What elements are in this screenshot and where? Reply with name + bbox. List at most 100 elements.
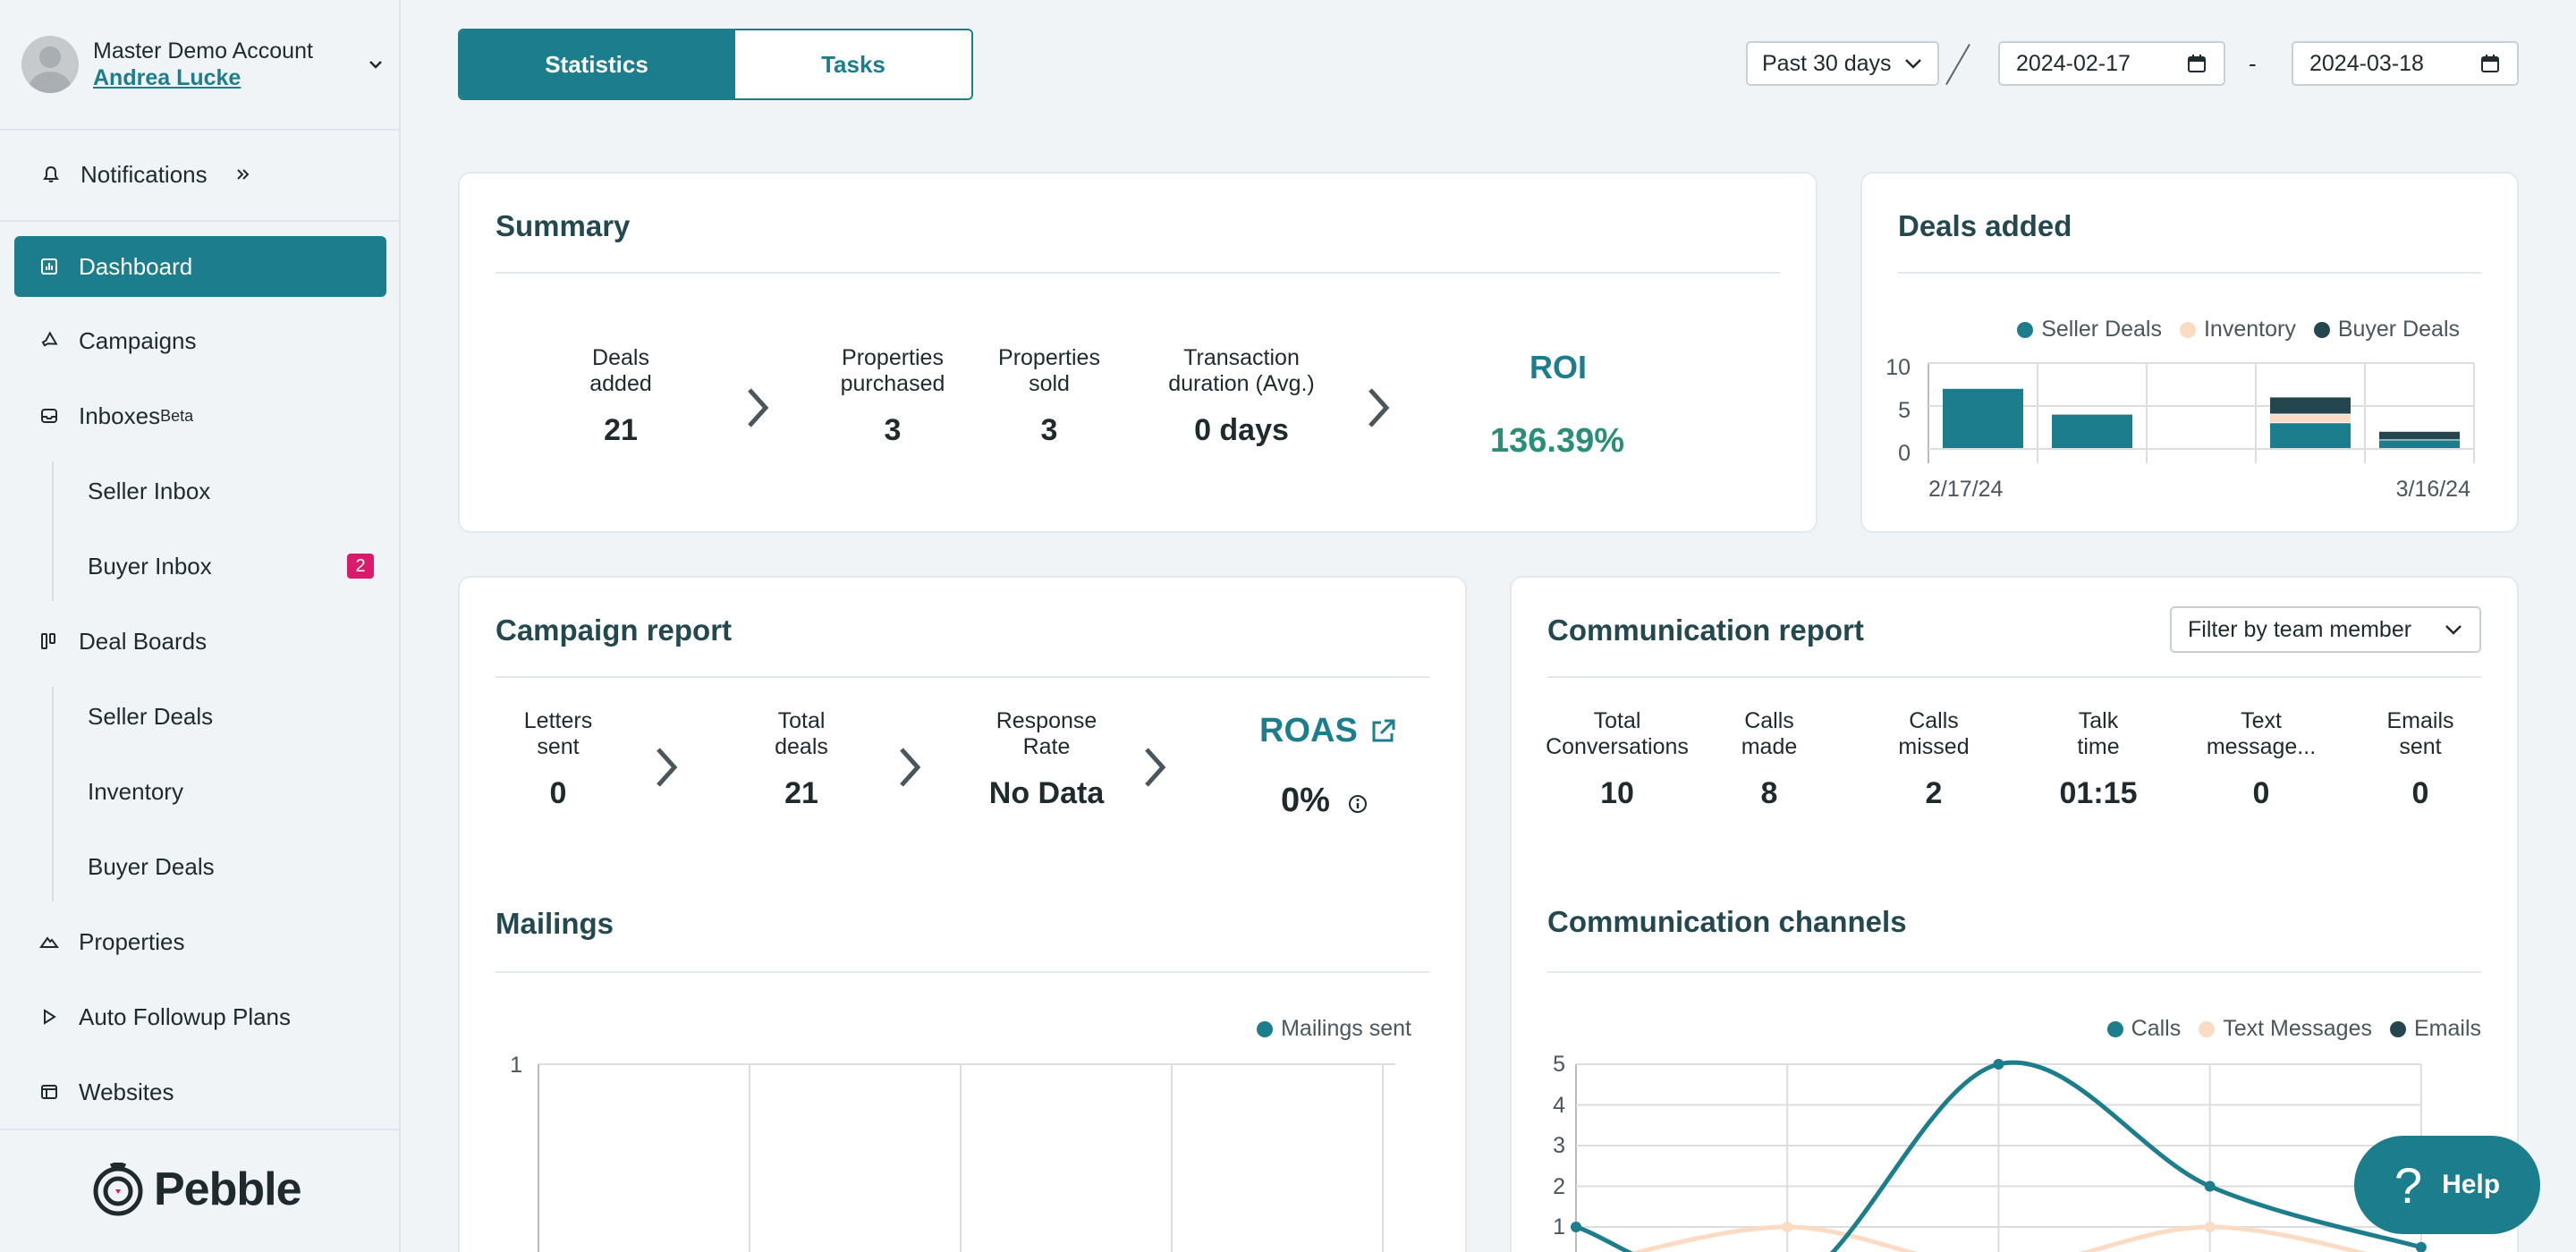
deals-added-chart: 10 5 0 2/17/24 3/16/24 — [1885, 355, 2475, 499]
sidebar-item-properties[interactable]: Properties — [14, 911, 386, 972]
line-calls — [1575, 1060, 2422, 1252]
bar-buyer-deals — [2379, 431, 2460, 440]
x-tick-label: 2/17/24 — [1928, 477, 2004, 499]
stat-label: Total — [777, 708, 826, 733]
sidebar-item-websites[interactable]: Websites — [14, 1062, 386, 1122]
sidebar-item-inboxes[interactable]: Inboxes Beta — [14, 385, 386, 446]
date-to-input[interactable]: 2024-03-18 — [2292, 41, 2519, 86]
stat-total-deals: Total deals 21 — [739, 708, 864, 811]
tab-statistics[interactable]: Statistics — [460, 30, 733, 98]
brand-name: Pebble — [154, 1163, 301, 1215]
calendar-icon[interactable] — [2479, 53, 2501, 74]
megaphone-icon — [38, 329, 61, 352]
chevron-right-icon — [1368, 388, 1390, 427]
date-preset-value: Past 30 days — [1762, 50, 1892, 76]
y-tick-label: 1 — [1553, 1214, 1565, 1239]
info-icon[interactable] — [1348, 794, 1368, 814]
stat-label: Text — [2241, 708, 2282, 733]
chart-legend: Calls Text Messages Emails — [2089, 1016, 2481, 1042]
chevron-right-icon — [900, 748, 921, 787]
bar-seller-deals — [1943, 388, 2023, 448]
y-tick-label: 1 — [510, 1053, 522, 1078]
question-icon: ? — [2394, 1156, 2423, 1214]
stat-label: Conversations — [1546, 734, 1689, 759]
team-member-filter[interactable]: Filter by team member — [2170, 606, 2481, 653]
legend-item[interactable]: Seller Deals — [2017, 317, 2162, 343]
stat-value: 0 — [2411, 776, 2429, 810]
sidebar-item-seller-deals[interactable]: Seller Deals — [88, 686, 374, 747]
play-icon — [38, 1005, 61, 1028]
date-to-value: 2024-03-18 — [2309, 50, 2424, 76]
stat-value: 8 — [1760, 776, 1778, 810]
sidebar-item-deal-boards[interactable]: Deal Boards — [14, 611, 386, 672]
sidebar-item-label: Properties — [79, 927, 185, 955]
date-from-value: 2024-02-17 — [2016, 50, 2131, 76]
divider — [1547, 971, 2481, 973]
stat-label: Rate — [1022, 734, 1071, 759]
sidebar-item-buyer-inbox[interactable]: Buyer Inbox 2 — [88, 536, 374, 596]
card-title: Deals added — [1898, 209, 2072, 242]
stat-label: Emails — [2386, 708, 2454, 733]
sidebar-item-seller-inbox[interactable]: Seller Inbox — [88, 461, 374, 521]
legend-label: Text Messages — [2223, 1016, 2372, 1041]
section-title-communication-channels: Communication channels — [1547, 905, 1907, 938]
legend-item[interactable]: Text Messages — [2199, 1016, 2372, 1042]
legend-item[interactable]: Calls — [2106, 1016, 2182, 1042]
stat-transaction-duration: Transaction duration (Avg.) 0 days — [1134, 345, 1349, 448]
sidebar-item-notifications[interactable]: Notifications — [14, 144, 386, 205]
legend-item[interactable]: Inventory — [2179, 317, 2296, 343]
bar-seller-deals — [2379, 440, 2460, 448]
double-chevron-right-icon[interactable] — [234, 166, 252, 182]
sidebar: Master Demo Account Andrea Lucke Notific… — [0, 0, 401, 1252]
stat-label: Letters — [523, 708, 593, 733]
stat-properties-purchased: Properties purchased 3 — [821, 345, 964, 448]
account-switcher[interactable]: Master Demo Account Andrea Lucke — [21, 34, 388, 95]
divider — [0, 129, 401, 131]
stat-text-messages: Text message... 0 — [2188, 708, 2334, 811]
chevron-down-icon[interactable] — [363, 52, 388, 77]
legend-item[interactable]: Emails — [2389, 1016, 2481, 1042]
sidebar-item-campaigns[interactable]: Campaigns — [14, 310, 386, 371]
tab-tasks[interactable]: Tasks — [733, 30, 971, 98]
help-label: Help — [2442, 1170, 2501, 1199]
legend-label: Calls — [2131, 1016, 2182, 1041]
point-calls — [1571, 1222, 1581, 1232]
sub-menu-line — [52, 461, 54, 601]
stat-label: Deals — [592, 345, 649, 370]
account-user-link[interactable]: Andrea Lucke — [93, 65, 242, 90]
sidebar-item-inventory[interactable]: Inventory — [88, 761, 374, 822]
calendar-icon[interactable] — [2186, 53, 2207, 74]
chart-legend: Mailings sent — [1239, 1016, 1411, 1042]
stat-value: 01:15 — [2059, 776, 2138, 810]
chart-legend: Seller Deals Inventory Buyer Deals — [1999, 317, 2460, 343]
legend-label: Emails — [2413, 1016, 2481, 1041]
sub-menu-line — [52, 687, 54, 901]
stat-emails-sent: Emails sent 0 — [2358, 708, 2483, 811]
sidebar-item-label: Buyer Deals — [88, 852, 215, 880]
line-text-messages — [1630, 1224, 2368, 1252]
legend-dot — [2313, 321, 2330, 338]
date-from-input[interactable]: 2024-02-17 — [1998, 41, 2225, 86]
pebble-logo-icon — [93, 1163, 143, 1216]
help-button[interactable]: ? Help — [2354, 1136, 2540, 1234]
legend-item[interactable]: Buyer Deals — [2313, 317, 2460, 343]
chevron-down-icon — [1903, 57, 1923, 70]
sidebar-item-auto-followup[interactable]: Auto Followup Plans — [14, 986, 386, 1047]
divider — [496, 971, 1429, 973]
date-preset-select[interactable]: Past 30 days — [1746, 41, 1939, 86]
legend-label: Buyer Deals — [2337, 317, 2460, 342]
point-calls — [2204, 1180, 2216, 1192]
deals-added-card: Deals added Seller Deals Inventory Buyer… — [1860, 172, 2519, 533]
campaign-report-card: Campaign report Letters sent 0 Total deals… — [458, 576, 1467, 1252]
sidebar-item-buyer-deals[interactable]: Buyer Deals — [88, 836, 374, 897]
sidebar-item-dashboard[interactable]: Dashboard — [14, 236, 386, 297]
view-tabs: Statistics Tasks — [458, 29, 973, 100]
divider — [0, 1129, 401, 1130]
legend-item[interactable]: Mailings sent — [1257, 1016, 1411, 1042]
roas-link[interactable]: ROAS — [1259, 712, 1397, 750]
sidebar-item-label: Inboxes — [79, 402, 161, 429]
legend-dot — [2389, 1020, 2406, 1037]
bar-inventory — [2270, 414, 2351, 423]
chevron-right-icon — [1145, 748, 1166, 787]
divider — [1547, 676, 2481, 678]
